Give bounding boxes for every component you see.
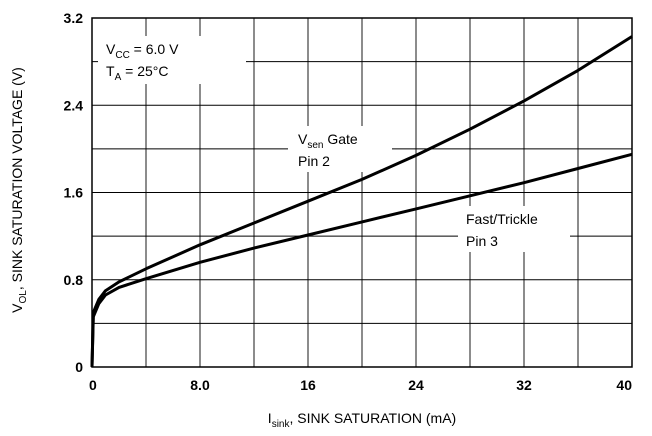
series-label-pin2-background (288, 126, 392, 172)
x-tick-label: 32 (516, 377, 532, 393)
series-line-pin2 (90, 35, 633, 368)
condition-ta: TA = 25°C (106, 63, 168, 83)
series-lines (90, 35, 633, 368)
x-axis-title: Isink, SINK SATURATION (mA) (268, 410, 456, 430)
y-tick-label: 0.8 (64, 272, 84, 288)
x-tick-label: 40 (616, 377, 632, 393)
series-line-pin3 (90, 152, 633, 368)
plot-frame (91, 17, 633, 368)
series-label-pin3-line1: Fast/Trickle (466, 211, 538, 227)
x-tick-label: 16 (300, 377, 316, 393)
series-label-pin2-line2: Pin 2 (298, 153, 330, 169)
condition-vcc: VCC = 6.0 V (106, 41, 179, 61)
y-tick-label: 3.2 (64, 10, 84, 26)
y-tick-label: 1.6 (64, 185, 84, 201)
y-axis-title: VOL, SINK SATURATION VOLTAGE (V) (9, 67, 29, 313)
series-label-pin3-background (458, 206, 570, 252)
tick-labels: 0 8.0 16 24 32 40 0 0.8 1.6 2.4 3.2 (64, 10, 633, 393)
x-tick-label: 24 (408, 377, 424, 393)
series-label-pin3-line2: Pin 3 (466, 233, 498, 249)
label-backgrounds (98, 36, 570, 252)
x-tick-label: 0 (89, 377, 97, 393)
series-label-pin2-line1: Vsen Gate (298, 131, 358, 151)
x-tick-label: 8.0 (190, 377, 210, 393)
condition-label-background (98, 36, 246, 84)
y-tick-label: 0 (75, 359, 83, 375)
y-tick-label: 2.4 (64, 97, 84, 113)
